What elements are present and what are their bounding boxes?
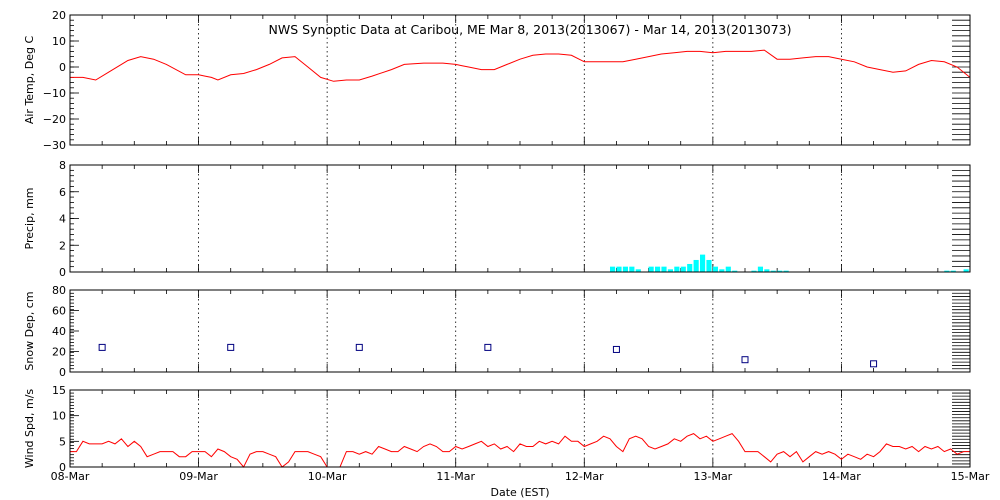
panel-grid <box>198 290 842 372</box>
x-tick-label: 10-Mar <box>308 470 347 483</box>
precip-bar <box>693 259 699 272</box>
y-tick-label: 20 <box>52 346 66 359</box>
snow-depth-marker <box>484 343 492 351</box>
precip-bar <box>757 266 763 272</box>
y-tick-label: 60 <box>52 305 66 318</box>
panel-frame <box>69 289 971 373</box>
y-tick-label: 5 <box>59 435 66 448</box>
y-tick-label: 15 <box>52 384 66 397</box>
series-line <box>70 433 970 468</box>
precip-bar <box>648 266 654 272</box>
precip-bar <box>629 266 635 272</box>
snow-depth-marker <box>612 345 620 353</box>
precip-bar <box>764 269 770 272</box>
precip-bar <box>944 270 950 272</box>
axis-ticks <box>69 164 971 273</box>
y-tick-label: 40 <box>52 325 66 338</box>
axis-ticks <box>69 289 971 373</box>
precip-bar <box>777 270 783 272</box>
panel-grid <box>198 15 842 145</box>
axis-ticks <box>69 389 971 468</box>
precip-bar <box>622 266 628 272</box>
y-tick-label: 0 <box>59 266 66 279</box>
precip-bar <box>706 259 712 272</box>
y-tick-label: −10 <box>43 87 66 100</box>
y-tick-label: 0 <box>59 461 66 474</box>
precip-bar <box>950 270 956 272</box>
panel-grid <box>198 390 842 467</box>
y-tick-label: 0 <box>59 61 66 74</box>
y-axis-label: Snow Dep, cm <box>23 291 36 370</box>
y-tick-label: 8 <box>59 159 66 172</box>
series-line <box>70 49 971 82</box>
precip-bar <box>725 266 731 272</box>
x-tick-label: 13-Mar <box>693 470 732 483</box>
precip-bar <box>719 269 725 272</box>
precip-bar <box>751 270 757 272</box>
precip-bar <box>674 266 680 272</box>
series-line <box>70 49 971 82</box>
y-tick-label: 10 <box>52 35 66 48</box>
y-axis-label: Air Temp, Deg C <box>23 36 36 125</box>
precip-bar <box>680 266 686 272</box>
precip-bar <box>610 266 616 272</box>
panel-frame <box>69 389 971 468</box>
y-tick-label: 2 <box>59 239 66 252</box>
panel-0: 20 10 0 −10 −20 −30 Air Temp, Deg C <box>23 9 971 152</box>
y-tick-label: −30 <box>43 139 66 152</box>
precip-bar <box>655 266 661 272</box>
x-axis-label: Date (EST) <box>490 486 549 499</box>
y-axis-label: Precip, mm <box>23 188 36 250</box>
y-tick-label: −20 <box>43 113 66 126</box>
precip-bar <box>700 254 706 272</box>
x-tick-label: 08-Mar <box>51 470 90 483</box>
y-tick-label: 6 <box>59 186 66 199</box>
precip-bar <box>635 269 641 272</box>
panel-3: 15 10 5 0 Wind Spd, m/s <box>23 384 971 474</box>
x-tick-label: 09-Mar <box>179 470 218 483</box>
x-tick-label: 14-Mar <box>822 470 861 483</box>
y-axis-label: Wind Spd, m/s <box>23 389 36 469</box>
precip-bar <box>783 270 789 272</box>
panel-frame <box>69 164 971 273</box>
y-tick-label: 80 <box>52 284 66 297</box>
x-tick-label: 15-Mar <box>951 470 990 483</box>
panel-frame <box>69 14 971 146</box>
chart-title: NWS Synoptic Data at Caribou, ME Mar 8, … <box>269 22 792 37</box>
x-tick-label: 12-Mar <box>565 470 604 483</box>
snow-depth-marker <box>870 360 878 368</box>
y-tick-label: 4 <box>59 213 66 226</box>
precip-bar <box>687 263 693 272</box>
series-bar <box>610 254 969 272</box>
precip-bar <box>963 269 969 272</box>
snow-depth-marker <box>98 343 106 351</box>
series-line <box>70 433 970 468</box>
snow-depth-marker <box>227 343 235 351</box>
series-scatter <box>98 343 878 368</box>
precip-bar <box>667 269 673 272</box>
snow-depth-marker <box>741 356 749 364</box>
precip-bar <box>770 270 776 272</box>
y-tick-label: 10 <box>52 410 66 423</box>
y-tick-label: 0 <box>59 366 66 379</box>
precip-bar <box>712 266 718 272</box>
precip-bar <box>616 266 622 272</box>
panel-1: 8 6 4 2 0 Precip, mm <box>23 159 971 279</box>
x-tick-label: 11-Mar <box>436 470 475 483</box>
precip-bar <box>661 266 667 272</box>
y-tick-label: 20 <box>52 9 66 22</box>
snow-depth-marker <box>355 343 363 351</box>
precip-bar <box>732 270 738 272</box>
panel-2: 80 60 40 20 0 Snow Dep, cm <box>23 284 971 379</box>
panel-grid <box>198 165 842 272</box>
